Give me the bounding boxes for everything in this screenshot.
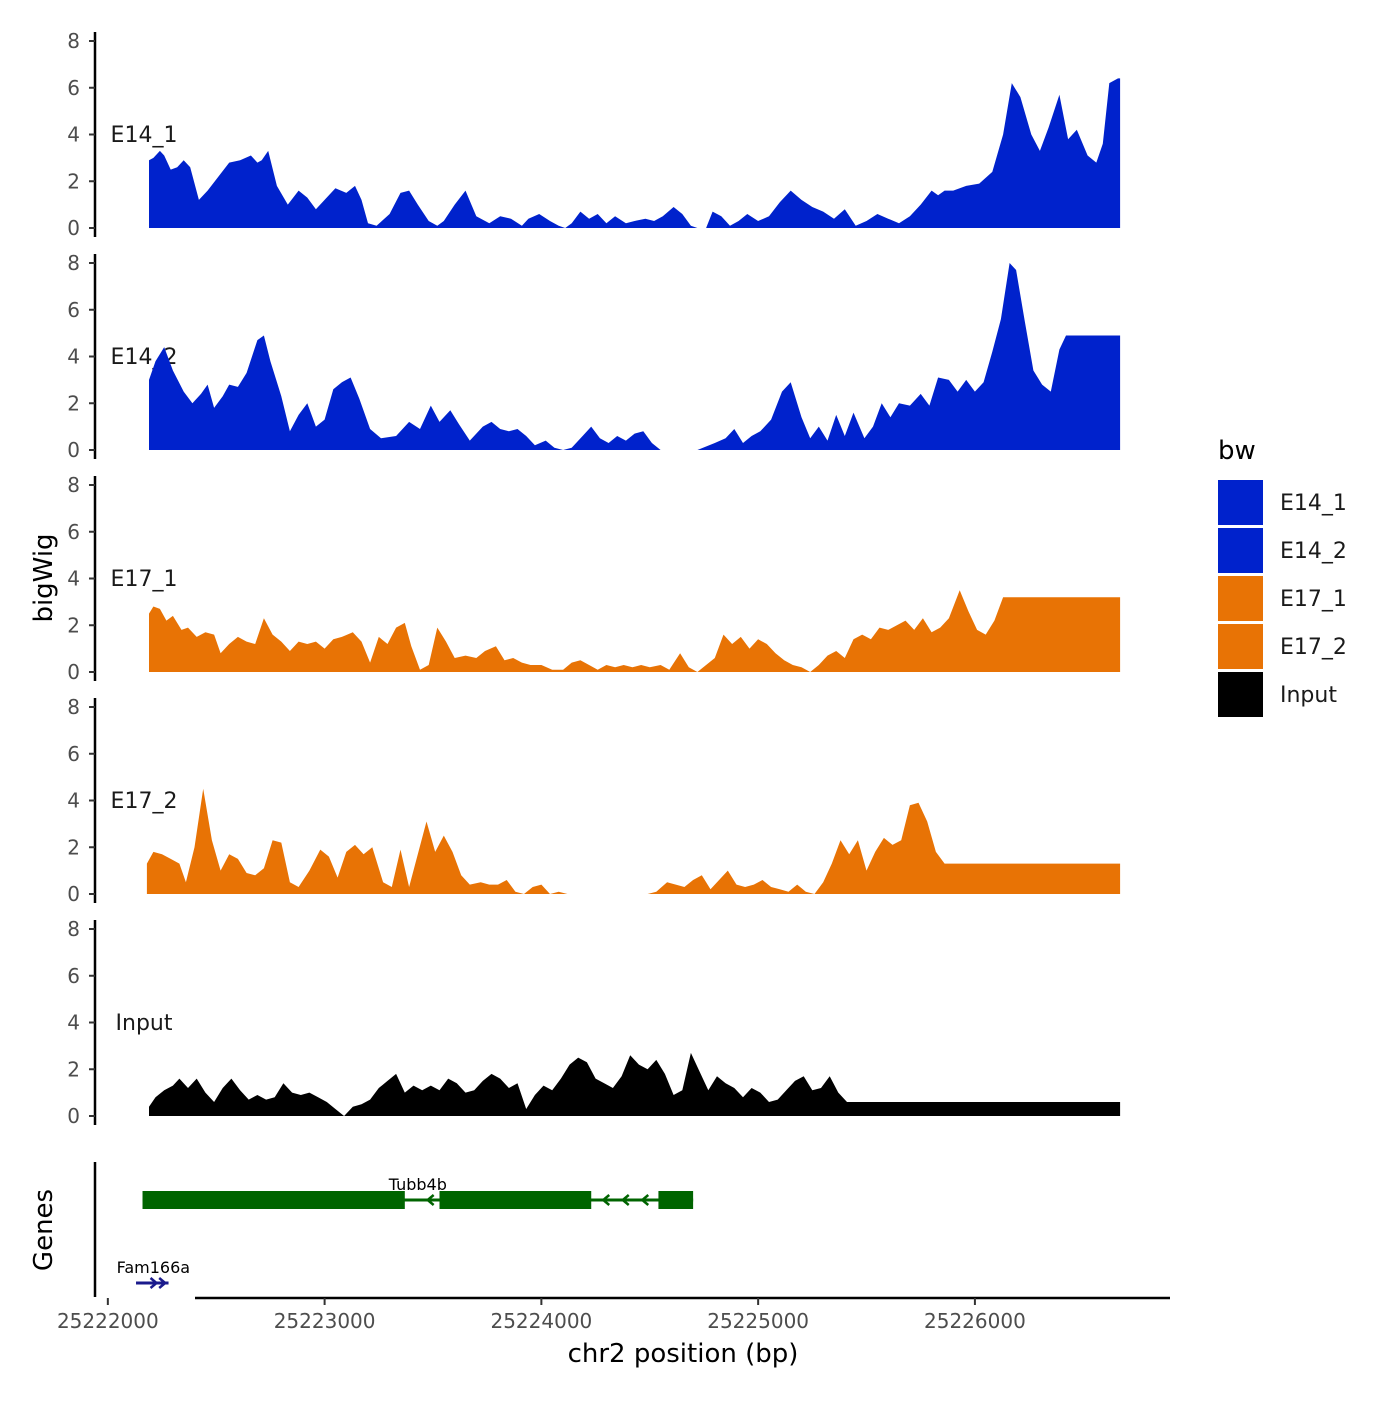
x-tick-label: 25225000 <box>707 1309 809 1333</box>
x-tick-label: 25222000 <box>57 1309 159 1333</box>
track-label: E17_2 <box>111 789 178 814</box>
legend: bw E14_1 E14_2 E17_1 E17_2 Input <box>1218 436 1347 717</box>
legend-swatch-e17-2 <box>1218 624 1263 669</box>
x-axis: 25222000 25223000 25224000 25225000 25226000 <box>57 1296 1170 1333</box>
strand-arrow <box>640 1194 650 1206</box>
y-tick-label: 0 <box>67 216 80 240</box>
legend-label-input: Input <box>1280 683 1337 708</box>
gene-name-label: Tubb4b <box>388 1175 447 1194</box>
y-tick-label: 6 <box>67 76 80 100</box>
y-tick-label: 8 <box>67 473 80 497</box>
legend-label-e17-2: E17_2 <box>1280 635 1347 660</box>
tracks-layer: 02468E14_102468E14_202468E17_102468E17_2… <box>67 29 1121 1128</box>
legend-label-e17-1: E17_1 <box>1280 587 1347 612</box>
legend-swatch-input <box>1218 672 1263 717</box>
gene-exon <box>439 1191 592 1209</box>
x-axis-title: chr2 position (bp) <box>568 1339 799 1369</box>
y-tick-label: 6 <box>67 742 80 766</box>
track-label: Input <box>116 1011 173 1036</box>
legend-label-e14-2: E14_2 <box>1280 539 1347 564</box>
y-tick-label: 8 <box>67 695 80 719</box>
y-tick-label: 6 <box>67 520 80 544</box>
gene-name-label: Fam166a <box>117 1258 190 1277</box>
legend-label-e14-1: E14_1 <box>1280 491 1347 516</box>
y-tick-label: 0 <box>67 882 80 906</box>
y-tick-label: 4 <box>67 345 80 369</box>
track-label: E17_1 <box>111 567 178 592</box>
strand-arrow <box>425 1194 435 1206</box>
strand-arrow <box>158 1277 168 1289</box>
y-tick-label: 4 <box>67 567 80 591</box>
strand-arrow <box>620 1194 630 1206</box>
y-tick-label: 8 <box>67 917 80 941</box>
x-tick-label: 25226000 <box>924 1309 1026 1333</box>
y-tick-label: 6 <box>67 298 80 322</box>
y-tick-label: 0 <box>67 660 80 684</box>
track-input: 0 2 4 6 8 Input <box>67 917 1121 1128</box>
y-tick-label: 4 <box>67 1011 80 1035</box>
y-tick-label: 2 <box>67 613 80 637</box>
legend-swatch-e14-2 <box>1218 528 1263 573</box>
y-axis-title: bigWig <box>29 533 59 622</box>
y-tick-label: 8 <box>67 29 80 53</box>
y-tick-label: 0 <box>67 438 80 462</box>
gene-tubb4b: Tubb4b <box>142 1175 694 1209</box>
y-tick-label: 2 <box>67 391 80 415</box>
strand-arrow <box>601 1194 611 1206</box>
y-tick-label: 8 <box>67 251 80 275</box>
y-tick-label: 0 <box>67 1104 80 1128</box>
track-e14-1: 0 2 4 6 8 E14_1 <box>67 29 1121 240</box>
legend-title: bw <box>1218 436 1256 466</box>
coverage-area-e17-2 <box>146 788 1121 894</box>
coverage-area-e17-1 <box>149 590 1121 672</box>
legend-swatch-e14-1 <box>1218 480 1263 525</box>
y-tick-label: 2 <box>67 169 80 193</box>
y-tick-label: 4 <box>67 123 80 147</box>
x-tick-label: 25224000 <box>490 1309 592 1333</box>
gene-exon <box>142 1191 405 1209</box>
genes-panel-title: Genes <box>29 1189 59 1271</box>
track-label: E14_1 <box>111 123 178 148</box>
track-e17-1: 0 2 4 6 8 E17_1 <box>67 473 1121 684</box>
coverage-area-e14-2 <box>149 263 1121 450</box>
y-tick-label: 2 <box>67 835 80 859</box>
strand-arrow <box>149 1277 159 1289</box>
y-tick-label: 6 <box>67 964 80 988</box>
legend-swatch-e17-1 <box>1218 576 1263 621</box>
gene-fam166a: Fam166a <box>117 1258 190 1289</box>
y-tick-label: 4 <box>67 789 80 813</box>
coverage-area-e14-1 <box>149 78 1121 229</box>
coverage-area-input <box>149 1052 1121 1116</box>
genes-layer: Tubb4b Fam166a <box>93 1162 694 1297</box>
x-tick-label: 25223000 <box>274 1309 376 1333</box>
gene-exon <box>658 1191 694 1209</box>
y-tick-label: 2 <box>67 1057 80 1081</box>
track-e17-2: 0 2 4 6 8 E17_2 <box>67 695 1121 906</box>
